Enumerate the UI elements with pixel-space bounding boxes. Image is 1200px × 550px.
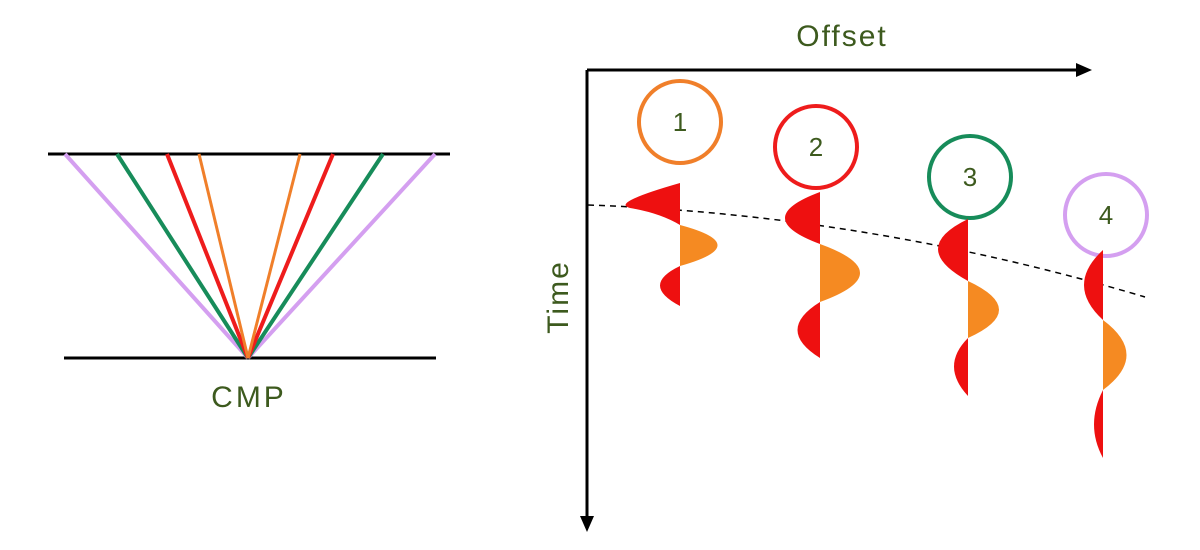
cmp-label: CMP bbox=[211, 381, 287, 414]
ray-far-left bbox=[63, 152, 250, 360]
wavelet-4-positive-lobe bbox=[1103, 320, 1127, 390]
wavelet-2-negative-lobe bbox=[785, 192, 820, 244]
ray-mid-near-right bbox=[246, 153, 335, 359]
ray-mid-far-left bbox=[115, 152, 250, 360]
wavelet-2 bbox=[785, 192, 860, 358]
offset-axis-arrow-icon bbox=[1076, 63, 1092, 77]
ray-far-right bbox=[246, 152, 437, 360]
ray-mid-near-left bbox=[165, 153, 250, 359]
wavelet-4 bbox=[1084, 250, 1127, 458]
trace-circle-1 bbox=[637, 79, 723, 165]
wavelet-3 bbox=[938, 219, 999, 396]
trace-number-4: 4 bbox=[1099, 200, 1113, 230]
wavelet-3-positive-lobe bbox=[968, 281, 999, 338]
offset-axis-label: Offset bbox=[796, 20, 887, 53]
trace-marker-1: 1 bbox=[637, 79, 723, 165]
trace-marker-2: 2 bbox=[773, 104, 859, 190]
wavelet-1-tail-lobe bbox=[660, 266, 680, 306]
wavelet-2-positive-lobe bbox=[820, 244, 860, 302]
trace-number-3: 3 bbox=[963, 162, 977, 192]
wavelet-4-tail-lobe bbox=[1094, 390, 1103, 458]
wavelet-1-negative-lobe bbox=[625, 183, 680, 225]
trace-circle-2 bbox=[773, 104, 859, 190]
ray-near-left bbox=[197, 153, 250, 359]
wavelet-3-negative-lobe bbox=[938, 219, 968, 281]
trace-circle-4 bbox=[1063, 172, 1149, 258]
ray-near-right bbox=[246, 153, 302, 359]
wavelet-3-tail-lobe bbox=[954, 338, 968, 396]
time-axis-label: Time bbox=[542, 260, 575, 334]
ray-mid-far-right bbox=[246, 152, 385, 360]
time-axis-arrow-icon bbox=[580, 516, 594, 532]
trace-marker-4: 4 bbox=[1063, 172, 1149, 258]
offset-time-plot: Offset Time 1 2 3 4 bbox=[542, 20, 1149, 532]
trace-number-1: 1 bbox=[673, 107, 687, 137]
wavelet-2-tail-lobe bbox=[797, 302, 820, 358]
wavelet-4-negative-lobe bbox=[1084, 250, 1103, 320]
trace-marker-3: 3 bbox=[927, 134, 1013, 220]
wavelet-1-positive-lobe bbox=[680, 225, 718, 266]
trace-number-2: 2 bbox=[809, 132, 823, 162]
trace-circle-3 bbox=[927, 134, 1013, 220]
wavelet-1 bbox=[625, 183, 718, 306]
cmp-ray-diagram: CMP bbox=[48, 152, 450, 414]
